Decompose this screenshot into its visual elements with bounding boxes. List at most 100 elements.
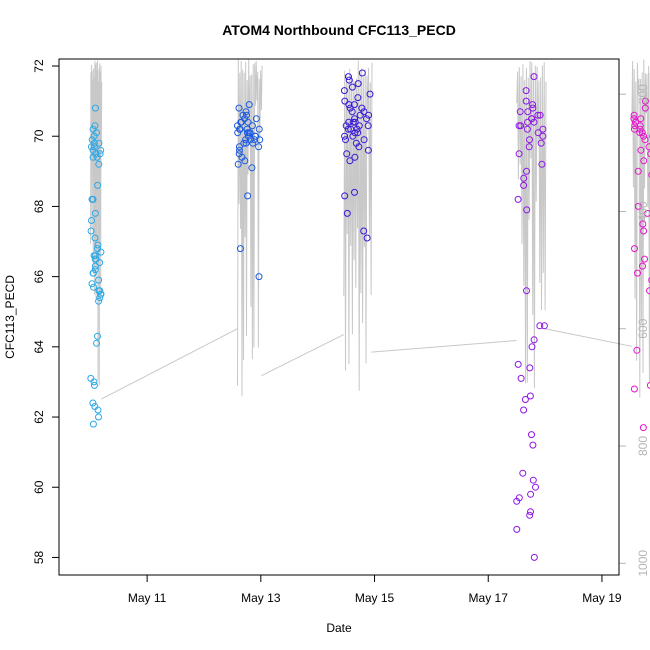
point-s5-28 [640,227,648,235]
point-s1-21 [91,209,99,217]
point-s5-34 [648,277,650,284]
point-s3-12 [358,104,366,112]
y2-tick-label-2: 400 [636,201,650,221]
point-s1-1 [91,104,99,112]
point-s1-3 [93,129,100,137]
point-s4-27 [520,181,528,189]
point-s3-4 [354,80,362,88]
point-s5-23 [634,167,642,175]
plot-frame [58,58,620,576]
point-s2-16 [234,129,242,137]
point-s1-10 [97,146,105,154]
point-s5-24 [648,171,650,178]
point-s4-34 [528,343,536,351]
point-s3-43 [343,209,351,217]
point-s2-10 [248,122,256,130]
point-s5-4 [630,111,638,119]
point-s5-17 [641,136,649,144]
point-s5-2 [641,104,649,112]
point-s1-37 [95,276,103,284]
point-s4-9 [534,111,542,119]
point-s5-21 [647,150,650,158]
point-s3-11 [345,101,353,109]
point-s1-23 [87,227,95,235]
point-s2-37 [255,125,263,133]
transit-trace-3 [371,339,517,353]
point-s2-6 [252,115,260,123]
point-s3-16 [365,111,373,119]
point-s4-52 [530,553,538,561]
point-s4-48 [513,497,521,505]
x-axis-title: Date [326,621,352,635]
point-s4-45 [532,483,539,491]
point-s3-34 [360,136,368,144]
point-s5-36 [633,346,641,354]
point-s4-20 [526,136,533,144]
y-tick-label-6: 68 [32,199,46,213]
point-s1-32 [96,259,104,267]
point-s3-45 [363,234,371,242]
point-s3-29 [351,129,359,137]
point-s3-30 [354,129,362,137]
point-s4-38 [526,392,534,400]
point-s4-25 [523,167,530,175]
point-s2-4 [239,111,247,119]
point-s2-22 [251,136,259,144]
point-s4-19 [539,132,547,140]
point-s2-28 [236,146,243,154]
point-s4-44 [529,476,537,484]
y2-tick-label-4: 800 [636,436,650,456]
altitude-trace-2 [237,59,263,397]
point-s3-5 [348,83,356,91]
point-s3-2 [344,73,352,81]
point-s1-25 [94,241,102,249]
point-s5-13 [638,129,646,137]
point-s1-49 [90,378,98,386]
point-s1-34 [91,266,99,274]
point-s4-1 [530,73,538,81]
point-s2-13 [236,125,244,133]
point-s4-21 [537,139,545,147]
point-s3-15 [348,108,356,116]
point-s1-46 [94,332,101,340]
point-s5-5 [637,115,645,123]
point-s3-36 [355,143,363,151]
point-s3-24 [355,122,363,130]
point-s4-42 [529,441,537,449]
point-s2-33 [248,164,256,172]
y-axis-title: CFC113_PECD [3,275,17,359]
point-s5-12 [630,125,638,133]
point-s1-14 [89,153,97,161]
point-s1-36 [89,269,97,277]
y-tick-label-7: 70 [32,129,46,143]
point-s4-30 [523,287,530,295]
point-s4-13 [524,118,532,126]
point-s3-42 [341,192,349,200]
point-s4-50 [526,511,534,519]
point-s4-43 [519,469,527,477]
point-s5-14 [636,129,644,137]
point-s4-39 [521,396,529,403]
point-s4-15 [517,122,525,130]
point-s3-28 [347,125,355,133]
point-s2-41 [255,273,263,281]
point-s3-37 [364,146,372,154]
y2-tick-label-1: 200 [636,84,650,104]
point-s2-8 [237,118,245,126]
point-s2-23 [249,139,257,147]
y2-tick-label-5: 1000 [636,550,650,577]
point-s1-55 [89,420,97,428]
point-s3-14 [360,108,368,116]
point-s4-26 [520,174,528,182]
point-s3-33 [342,136,349,144]
point-s4-5 [529,104,537,112]
altitude-trace-4 [516,60,547,389]
chart-title: ATOM4 Northbound CFC113_PECD [222,22,456,38]
point-s5-8 [632,118,640,126]
point-s5-6 [630,115,638,123]
point-s1-51 [89,399,97,407]
point-s5-39 [639,424,647,432]
point-s5-27 [639,220,647,228]
point-s2-1 [245,101,253,109]
